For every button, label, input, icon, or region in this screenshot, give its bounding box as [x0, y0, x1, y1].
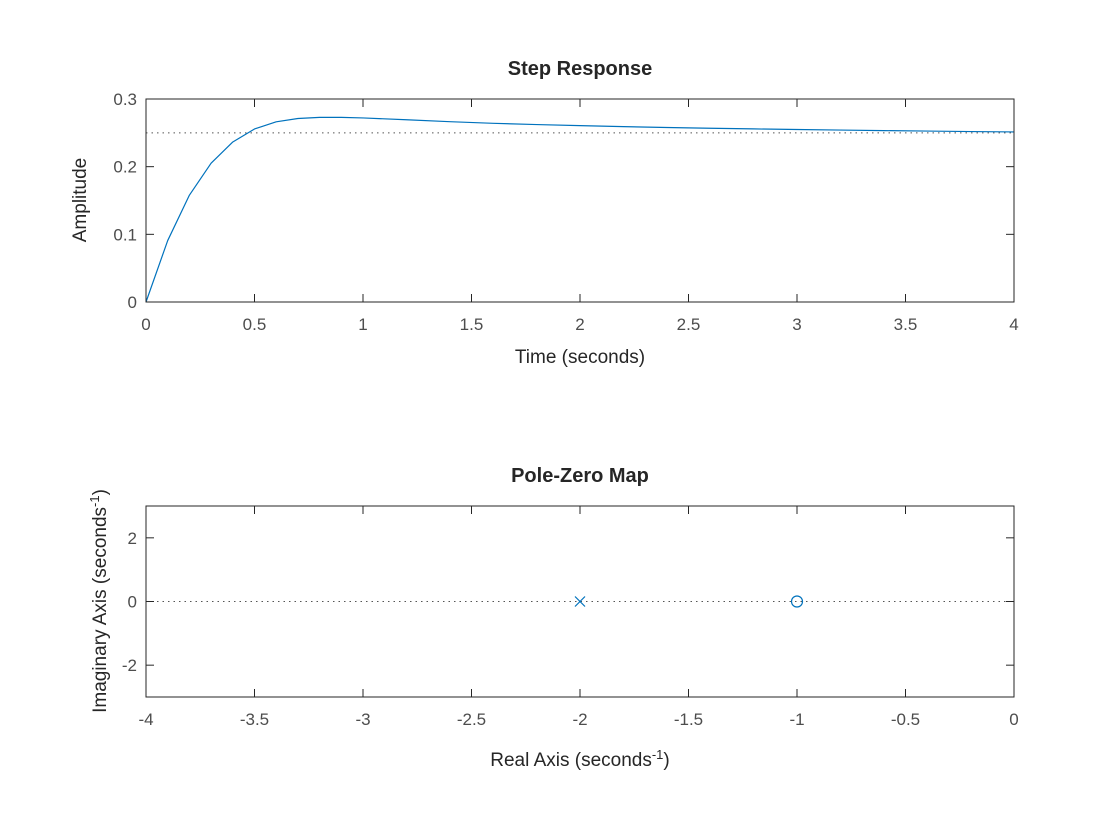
pz-ytick-label: -2 [122, 656, 137, 675]
pole-zero-ylabel-text: Imaginary Axis (seconds [90, 507, 111, 713]
step-xtick-label: 3 [792, 315, 801, 334]
pole-zero-ylabel: Imaginary Axis (seconds-1) [87, 489, 112, 713]
step-xtick-label: 2.5 [677, 315, 701, 334]
step-response-y-ticks: 0 0.1 0.2 0.3 [113, 90, 1014, 312]
step-response-x-ticks: 0 0.5 1 1.5 2 2.5 3 3.5 4 [141, 99, 1019, 334]
pole-marker [574, 596, 586, 607]
step-xtick-label: 3.5 [894, 315, 918, 334]
step-ytick-label: 0 [128, 293, 137, 312]
pole-zero-xlabel-sup: -1 [652, 747, 664, 762]
pole-zero-xlabel-close: ) [663, 750, 669, 771]
pz-ytick-label: 0 [128, 593, 137, 612]
step-xtick-label: 1.5 [460, 315, 484, 334]
pole-marker-stroke [574, 596, 586, 607]
step-xtick-label: 2 [575, 315, 584, 334]
pz-xtick-label: -3.5 [240, 710, 269, 729]
pole-zero-xlabel-text: Real Axis (seconds [490, 750, 652, 771]
pole-zero-map-chart: Pole-Zero Map -4 -3.5 -3 -2.5 -2 -1.5 -1 -0.5 0 … [87, 465, 1019, 771]
step-response-chart: Step Response 0 0.5 1 1.5 2 2.5 3 3.5 4 00.10.20… [70, 58, 1019, 368]
pole-zero-ylabel-close: ) [90, 489, 111, 495]
step-response-ylabel: Amplitude [70, 158, 91, 243]
pole-zero-xlabel: Real Axis (seconds-1) [490, 747, 669, 772]
pole-zero-ylabel-sup: -1 [87, 495, 102, 507]
step-ytick-label: 0.1 [113, 225, 137, 244]
pole-zero-title: Pole-Zero Map [511, 465, 649, 487]
step-response-series [145, 116, 1015, 303]
step-xtick-label: 1 [358, 315, 367, 334]
step-ytick-label: 0.3 [113, 90, 137, 109]
step-xtick-label: 4 [1009, 315, 1018, 334]
pole-zero-y-ticks: 2 0 -2 [122, 529, 1014, 675]
pz-ytick-label: 2 [128, 529, 137, 548]
pz-xtick-label: -1 [789, 710, 804, 729]
step-response-xlabel: Time (seconds) [515, 347, 645, 368]
step-xtick-label: 0 [141, 315, 150, 334]
pz-xtick-label: -2.5 [457, 710, 486, 729]
pole-zero-markers [574, 595, 804, 608]
step-xtick-label: 0.5 [243, 315, 267, 334]
pz-xtick-label: -2 [572, 710, 587, 729]
step-ytick-label: 0.2 [113, 158, 137, 177]
pz-xtick-label: -1.5 [674, 710, 703, 729]
pz-xtick-label: 0 [1009, 710, 1018, 729]
pz-xtick-label: -3 [355, 710, 370, 729]
zero-marker [790, 595, 804, 608]
pz-xtick-label: -4 [138, 710, 153, 729]
step-response-line [145, 116, 1015, 303]
step-response-title: Step Response [508, 58, 652, 80]
pole-zero-x-ticks: -4 -3.5 -3 -2.5 -2 -1.5 -1 -0.5 0 [138, 506, 1019, 729]
pz-xtick-label: -0.5 [891, 710, 920, 729]
